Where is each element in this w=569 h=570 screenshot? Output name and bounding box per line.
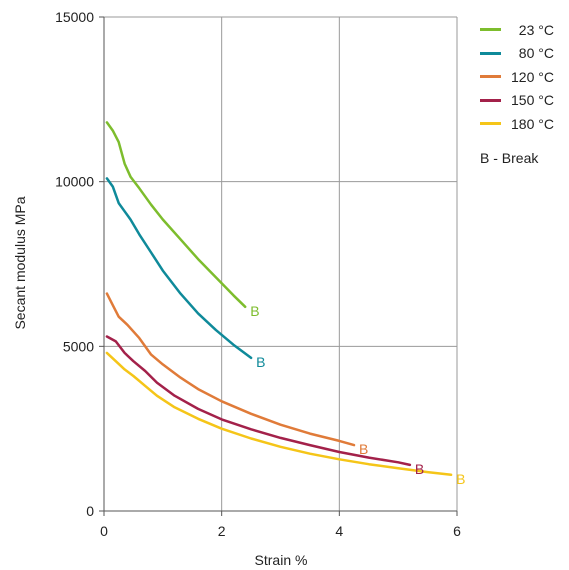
legend-swatch	[480, 98, 501, 102]
series-line-150CC	[105, 335, 412, 467]
legend-item-80CC: 80 °C	[480, 42, 554, 66]
legend-label: 180 °C	[511, 115, 554, 132]
x-tick-label: 4	[335, 523, 343, 539]
break-label-23CC: B	[250, 303, 259, 319]
legend-label: 150 °C	[511, 92, 554, 109]
series-line-180CC	[105, 351, 453, 477]
x-axis-label: Strain %	[255, 552, 308, 568]
series-line-120CC	[105, 292, 356, 447]
break-label-150CC: B	[415, 461, 424, 477]
y-tick-label: 0	[86, 503, 94, 519]
legend-swatch	[480, 75, 501, 79]
break-label-180CC: B	[456, 471, 465, 487]
legend-rows: 23 °C 80 °C 120 °C 150 °C 180 °C	[480, 18, 554, 136]
legend-label: 80 °C	[511, 45, 554, 62]
x-tick-label: 2	[218, 523, 226, 539]
legend-swatch	[480, 122, 501, 126]
legend-label: 120 °C	[511, 68, 554, 85]
legend-item-150CC: 150 °C	[480, 89, 554, 113]
y-axis-label: Secant modulus MPa	[12, 196, 28, 329]
legend-swatch	[480, 28, 501, 32]
y-tick-label: 5000	[63, 338, 94, 354]
legend-label: 23 °C	[511, 21, 554, 38]
break-note: B - Break	[480, 149, 539, 166]
break-label-80CC: B	[256, 354, 265, 370]
break-label-120CC: B	[359, 441, 368, 457]
legend-swatch	[480, 51, 501, 55]
y-tick-label: 10000	[55, 174, 94, 190]
x-tick-label: 0	[100, 523, 108, 539]
series-layer	[105, 121, 453, 477]
legend-item-23CC: 23 °C	[480, 18, 554, 42]
legend-item-180CC: 180 °C	[480, 112, 554, 136]
y-tick-label: 15000	[55, 9, 94, 25]
series-line-23CC	[105, 121, 247, 309]
axes	[99, 16, 458, 516]
x-tick-label: 6	[453, 523, 461, 539]
break-labels: B B B B B	[250, 303, 465, 487]
series-line-80CC	[105, 177, 253, 360]
legend: 23 °C 80 °C 120 °C 150 °C 180 °C B - Break	[480, 18, 554, 166]
legend-item-120CC: 120 °C	[480, 65, 554, 89]
tick-labels: 0 2 4 6 0 5000 10000 15000	[55, 9, 461, 539]
